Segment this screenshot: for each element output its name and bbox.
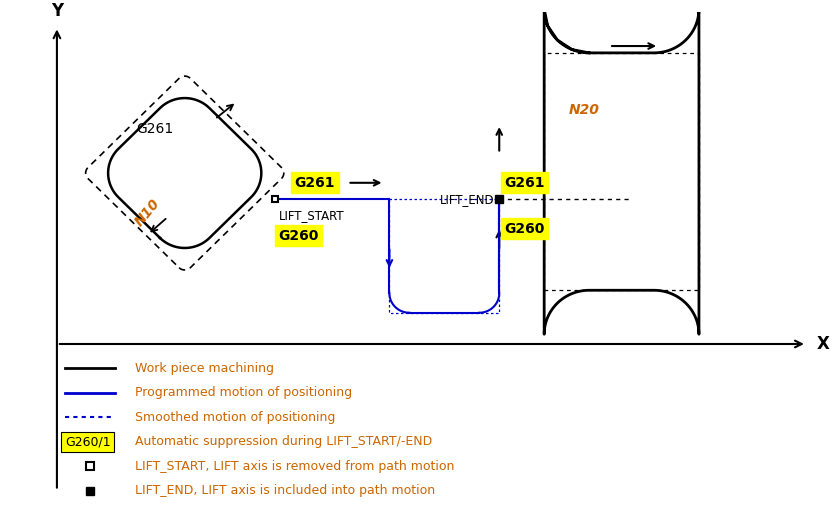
Text: G261: G261: [295, 176, 335, 190]
Text: Automatic suppression during LIFT_START/-END: Automatic suppression during LIFT_START/…: [135, 435, 432, 448]
Text: Y: Y: [51, 2, 63, 19]
Text: Work piece machining: Work piece machining: [135, 362, 274, 375]
Text: X: X: [817, 335, 830, 353]
Text: N10: N10: [132, 196, 163, 228]
Text: LIFT_END, LIFT axis is included into path motion: LIFT_END, LIFT axis is included into pat…: [135, 484, 435, 497]
Text: N20: N20: [569, 103, 600, 116]
Text: G260/1: G260/1: [65, 435, 111, 448]
Text: LIFT_START, LIFT axis is removed from path motion: LIFT_START, LIFT axis is removed from pa…: [135, 460, 454, 472]
Text: G260: G260: [278, 229, 319, 243]
Text: LIFT_START: LIFT_START: [278, 209, 344, 222]
Text: Smoothed motion of positioning: Smoothed motion of positioning: [135, 411, 335, 424]
Text: LIFT_END: LIFT_END: [440, 193, 494, 206]
Text: Programmed motion of positioning: Programmed motion of positioning: [135, 386, 352, 399]
Text: G261: G261: [136, 122, 173, 136]
Text: G261: G261: [504, 176, 545, 190]
Text: G260: G260: [504, 222, 545, 236]
